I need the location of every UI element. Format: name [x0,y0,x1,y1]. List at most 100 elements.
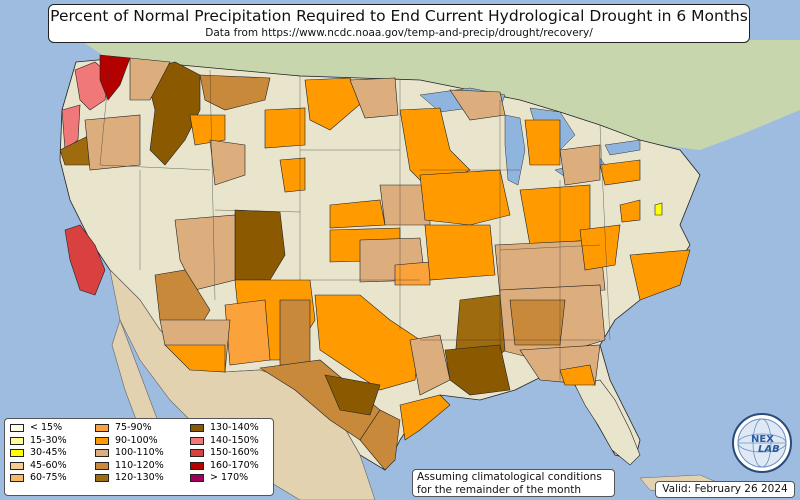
legend-item: 30-45% [10,447,67,460]
legend-swatch [95,424,109,433]
region-100-110-mw2 [449,89,506,121]
note-line-1: Assuming climatological conditions [417,471,602,483]
legend-swatch [190,449,204,458]
legend-swatch [10,436,24,445]
logo-text-top: NEX [751,434,774,445]
region-30-45-de [654,202,663,216]
florida-peninsula [574,379,641,466]
legend-label: 30-45% [30,447,67,459]
region-140-150-or [61,104,81,151]
legend-label: 60-75% [30,472,67,484]
legend-swatch [10,461,24,470]
legend-label: 130-140% [210,422,259,434]
legend-label: 110-120% [115,459,164,471]
region-90-100-md [619,199,641,223]
region-75-90-az [224,299,271,366]
canada-landmass [80,40,800,150]
region-90-100-mt2 [264,107,306,149]
legend-item: 120-130% [95,472,164,485]
region-100-110-ut [174,214,236,291]
region-90-100-pa [599,159,641,186]
legend-item: 100-110% [95,447,164,460]
region-90-100-tx [314,294,421,391]
legend-item: 75-90% [95,422,164,435]
region-110-120-al [509,299,566,346]
state-borders [99,59,611,380]
legend-label: 160-170% [210,459,259,471]
legend-item: 15-30% [10,435,67,448]
region-90-100-nc [629,249,691,301]
legend-item: < 15% [10,422,67,435]
legend-label: 140-150% [210,434,259,446]
legend-column-1: < 15% 15-30% 30-45% 45-60% 60-75% [10,422,67,485]
legend-swatch [190,474,204,483]
legend-label: 150-160% [210,447,259,459]
map-subtitle: Data from https://www.ncdc.noaa.gov/temp… [205,27,593,39]
legend-label: > 170% [210,472,249,484]
region-90-100-tx-coast [399,394,451,441]
region-90-100-wy [279,157,306,193]
legend-item: > 170% [190,472,259,485]
region-90-100-mt [189,114,226,146]
title-box: Percent of Normal Precipitation Required… [48,4,750,43]
legend-label: 100-110% [115,447,164,459]
region-150-160 [64,224,106,296]
region-110-120-tx-s [359,409,401,471]
legend-swatch [10,424,24,433]
lake-michigan [504,114,526,186]
region-110-120-mt [199,74,271,111]
legend-swatch [10,474,24,483]
legend-label: 120-130% [115,472,164,484]
legend-item: 140-150% [190,435,259,448]
legend-item: 160-170% [190,460,259,473]
map-title: Percent of Normal Precipitation Required… [50,7,748,25]
logo-text-bottom: LAB [758,444,780,455]
legend-item: 150-160% [190,447,259,460]
legend-column-2: 75-90% 90-100% 100-110% 110-120% 120-130… [95,422,164,485]
legend-label: 75-90% [115,422,152,434]
legend-swatch [190,436,204,445]
legend-swatch [95,461,109,470]
legend: < 15% 15-30% 30-45% 45-60% 60-75% 75-90%… [4,418,274,496]
region-90-100-oh [519,184,591,246]
region-90-100-mo [424,224,496,281]
legend-swatch [95,474,109,483]
region-130-140-la [444,344,511,396]
region-90-100-az2 [164,344,226,373]
region-100-110-wi [559,144,601,186]
legend-item: 110-120% [95,460,164,473]
legend-label: 90-100% [115,434,158,446]
note-line-2: for the remainder of the month [417,483,582,496]
legend-swatch [95,436,109,445]
legend-item: 130-140% [190,422,259,435]
legend-swatch [10,449,24,458]
nexlab-globe-logo-icon: NEX LAB [732,413,792,473]
region-90-100-ok [394,261,431,286]
legend-item: 90-100% [95,435,164,448]
region-90-100-nd [304,77,366,131]
legend-label: 45-60% [30,459,67,471]
region-90-100-va [579,224,621,271]
region-110-120-nm2 [279,299,311,366]
region-90-100-ne [329,199,386,229]
valid-date-label: Valid: February 26 2024 [655,481,795,498]
lake-ontario [604,139,641,156]
legend-swatch [190,424,204,433]
legend-column-3: 130-140% 140-150% 150-160% 160-170% > 17… [190,422,259,485]
region-130-140-id [144,61,201,166]
legend-swatch [95,449,109,458]
legend-item: 60-75% [10,472,67,485]
region-130-140-tx [324,374,381,416]
region-100-110-or [84,114,141,171]
region-110-120-co2 [209,139,246,186]
legend-item: 45-60% [10,460,67,473]
region-100-110-ky [494,239,606,296]
region-100-110-mt-n [129,57,171,101]
drought-regions [59,54,691,471]
climatology-note: Assuming climatological conditions for t… [412,469,615,497]
legend-label: 15-30% [30,434,67,446]
region-90-100-fl-pan [559,364,596,386]
region-90-100-mi [524,119,561,166]
region-90-100-ia [419,169,511,226]
